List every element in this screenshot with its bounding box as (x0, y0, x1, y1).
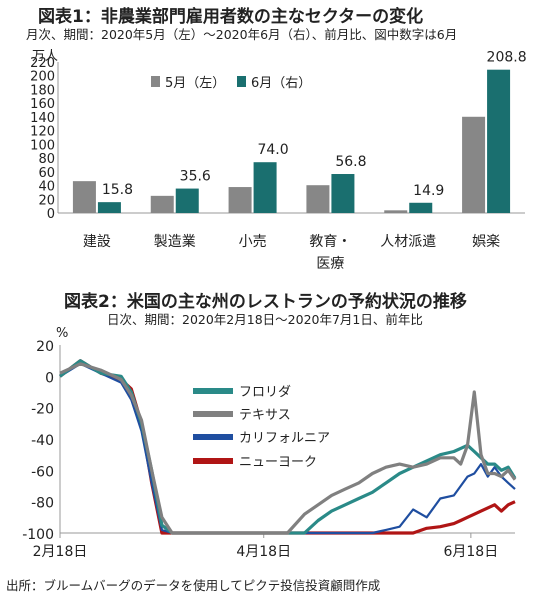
bar-june (97, 202, 121, 213)
bar-june (253, 162, 277, 213)
chart1-ytick-label: 80 (38, 152, 55, 167)
chart2-subtitle: 日次、期間：2020年2月18日～2020年7月1日、前年比 (107, 312, 423, 327)
chart2-ytick-label: -80 (31, 496, 54, 512)
legend-swatch-june (237, 76, 246, 87)
chart1-ytick-label: 180 (30, 83, 55, 98)
legend-label-newyork: ニューヨーク (239, 455, 317, 470)
bar-data-label: 56.8 (335, 154, 366, 170)
bar-may (150, 195, 174, 213)
chart2-ytick-label: -100 (22, 527, 54, 543)
legend-label-florida: フロリダ (239, 385, 291, 400)
chart1-ytick-label: 220 (30, 56, 55, 71)
chart1-subtitle: 月次、期間：2020年5月（左）～2020年6月（右）、前月比、図中数字は6月 (26, 27, 458, 42)
bar-june (331, 174, 355, 213)
chart1-ytick-label: 40 (38, 180, 55, 195)
chart2-xtick-label: 4月18日 (236, 544, 291, 560)
chart2-ytick-label: -40 (31, 433, 54, 449)
bar-data-label: 35.6 (180, 169, 211, 185)
chart2-ytick-label: 20 (36, 339, 54, 355)
legend-label-texas: テキサス (239, 408, 291, 423)
bar-may (384, 210, 408, 213)
chart2-title: 図表2：米国の主な州のレストランの予約状況の推移 (64, 292, 467, 312)
bar-data-label: 74.0 (257, 142, 288, 158)
bar-data-label: 14.9 (413, 183, 444, 199)
chart2-ytick-label: 0 (45, 370, 54, 386)
chart1-category-label: 教育・ (309, 234, 351, 250)
chart1-ytick-label: 160 (30, 97, 55, 112)
line-california (59, 362, 516, 535)
chart1-category-label: 人材派遣 (380, 234, 436, 250)
bar-data-label: 15.8 (102, 182, 133, 198)
chart1-title: 図表1：非農業部門雇用者数の主なセクターの変化 (38, 7, 424, 27)
chart1-category-label: 建設 (83, 234, 111, 250)
chart1-ytick-label: 20 (38, 193, 55, 208)
legend-swatch-may (151, 76, 160, 87)
chart2-ytick-label: -20 (31, 402, 54, 418)
bar-may (228, 187, 252, 213)
source-note: 出所：ブルームバーグのデータを使用してピクテ投信投資顧問作成 (6, 578, 381, 593)
bar-data-label: 208.8 (487, 50, 527, 66)
bar-may (462, 116, 486, 213)
bar-june (409, 202, 433, 213)
chart1-category-label: 小売 (239, 234, 267, 250)
chart1-category-label: 娯楽 (472, 234, 500, 250)
chart1-category-label: 製造業 (154, 234, 196, 250)
chart2-unit-label: % (56, 326, 68, 341)
legend-label-may: 5月（左） (165, 76, 225, 91)
bar-june (487, 69, 511, 213)
legend-label-june: 6月（右） (251, 76, 311, 91)
chart1-ytick-label: 0 (47, 207, 55, 222)
chart2-xtick-label: 6月18日 (443, 544, 498, 560)
chart2-ytick-label: -60 (31, 464, 54, 480)
legend-label-california: カリフォルニア (239, 431, 330, 446)
chart2-xtick-label: 2月18日 (33, 544, 88, 560)
bar-may (306, 185, 330, 213)
bar-june (175, 188, 199, 213)
chart1-ytick-label: 60 (38, 166, 55, 181)
chart1-category-label: 医療 (316, 255, 344, 272)
line-texas (59, 362, 517, 535)
chart1-ytick-label: 120 (30, 125, 55, 140)
bar-may (72, 181, 96, 213)
chart1-ytick-label: 140 (30, 111, 55, 126)
chart1-ytick-label: 100 (30, 138, 55, 153)
chart1-ytick-label: 200 (30, 70, 55, 85)
chart1-unit-label: 万人 (32, 49, 58, 64)
